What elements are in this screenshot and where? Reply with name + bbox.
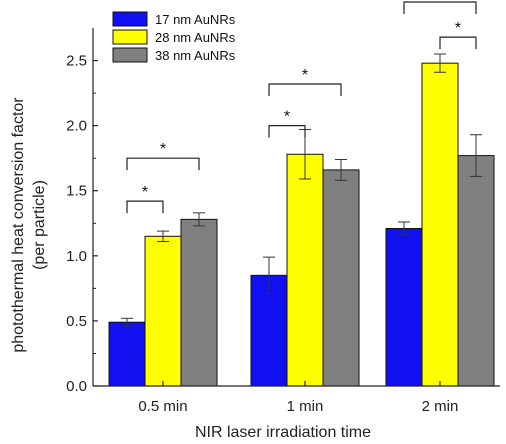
significance-marker: * (284, 109, 290, 126)
legend-label: 38 nm AuNRs (155, 48, 236, 63)
y-tick-label: 0.5 (66, 313, 87, 330)
legend-swatch (113, 12, 147, 26)
bar (145, 236, 181, 386)
legend: 17 nm AuNRs 28 nm AuNRs 38 nm AuNRs (113, 12, 236, 63)
bar (458, 156, 494, 386)
significance-marker: * (437, 0, 443, 2)
bars (109, 63, 494, 386)
significance-bracket (127, 158, 199, 170)
bar (287, 154, 323, 386)
y-axis-title-line2: (per particle) (31, 180, 48, 270)
legend-swatch (113, 30, 147, 44)
significance-bracket (404, 2, 476, 14)
y-axis-title-line1: photothermal heat conversion factor (10, 97, 27, 353)
bar (109, 322, 145, 386)
significance-bracket (269, 126, 305, 138)
significance-marker: * (455, 20, 461, 37)
y-tick-label: 2.0 (66, 118, 87, 135)
x-tick-label: 2 min (422, 398, 459, 415)
y-tick-label: 1.0 (66, 248, 87, 265)
y-tick-label: 2.5 (66, 53, 87, 70)
bar (422, 63, 458, 386)
bar (323, 170, 359, 386)
y-tick-label: 0.0 (66, 378, 87, 395)
significance-bracket (269, 84, 341, 96)
x-tick-label: 1 min (287, 398, 324, 415)
significance-bracket (127, 201, 163, 213)
legend-swatch (113, 48, 147, 62)
legend-label: 17 nm AuNRs (155, 12, 236, 27)
legend-label: 28 nm AuNRs (155, 30, 236, 45)
bar (181, 219, 217, 386)
y-tick-label: 1.5 (66, 183, 87, 200)
x-axis-title: NIR laser irradiation time (195, 424, 371, 441)
significance-marker: * (142, 184, 148, 201)
significance-marker: * (302, 67, 308, 84)
bar (386, 228, 422, 386)
x-tick-label: 0.5 min (138, 398, 187, 415)
significance-marker: * (160, 141, 166, 158)
significance-bracket (440, 37, 476, 49)
